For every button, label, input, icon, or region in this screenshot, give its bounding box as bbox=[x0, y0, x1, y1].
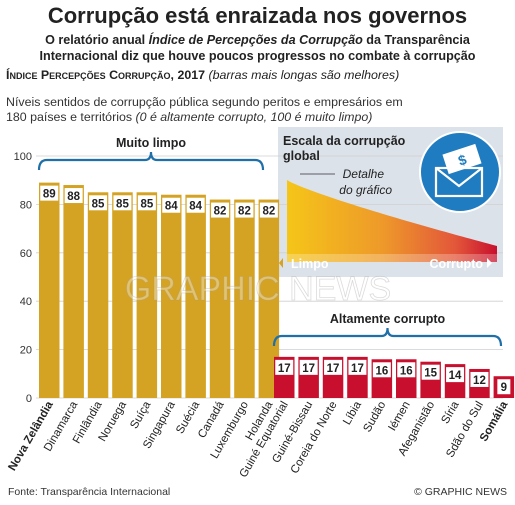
bar bbox=[185, 194, 206, 398]
subtitle-line-2: Internacional diz que houve poucos progr… bbox=[39, 49, 476, 63]
bar-label-box bbox=[211, 202, 230, 218]
bar-value-label: 85 bbox=[116, 198, 129, 210]
bar-label-box bbox=[446, 367, 465, 383]
inset-baseline bbox=[287, 254, 497, 262]
bar-value-label: 82 bbox=[238, 206, 251, 218]
bar-value-label: 17 bbox=[351, 363, 364, 375]
bar-label-box bbox=[275, 359, 294, 375]
copyright: © GRAPHIC NEWS bbox=[414, 486, 507, 498]
bar-value-label: 84 bbox=[165, 201, 178, 213]
category-label: Líbia bbox=[341, 399, 364, 427]
bar-value-label: 17 bbox=[302, 363, 315, 375]
bar-value-label: 15 bbox=[424, 368, 437, 380]
bar-label-box bbox=[421, 364, 440, 380]
bar-label-box bbox=[113, 195, 132, 211]
category-label: Síria bbox=[439, 399, 462, 426]
bar-label-box bbox=[64, 188, 83, 204]
inset-left-label: Limpo bbox=[291, 257, 329, 271]
bar-label-box bbox=[372, 362, 391, 378]
bar-value-label: 82 bbox=[214, 206, 227, 218]
bar bbox=[112, 192, 133, 398]
bar-value-label: 84 bbox=[189, 201, 202, 213]
inset-detail-line-1: Detalhe bbox=[343, 167, 385, 181]
bar-label-box bbox=[324, 359, 343, 375]
bar-value-label: 85 bbox=[140, 198, 153, 210]
bracket-label-bg bbox=[108, 133, 194, 151]
bar-value-label: 17 bbox=[278, 363, 291, 375]
bar-label-box bbox=[137, 195, 156, 211]
bar-label-box bbox=[299, 359, 318, 375]
y-tick-label: 100 bbox=[14, 151, 32, 163]
category-label: Suíça bbox=[128, 399, 153, 431]
bracket-label-bg bbox=[321, 309, 454, 327]
bar-label-box bbox=[497, 379, 511, 395]
bracket-label: Altamente corrupto bbox=[330, 312, 446, 326]
bar bbox=[234, 199, 255, 398]
bar-value-label: 85 bbox=[92, 198, 105, 210]
y-tick-label: 0 bbox=[26, 393, 32, 405]
inset-title-line-2: global bbox=[283, 149, 320, 163]
bar-label-box bbox=[470, 371, 489, 387]
bar bbox=[39, 182, 60, 398]
description-line-1: Níveis sentidos de corrupção pública seg… bbox=[6, 95, 403, 109]
index-heading: Índice Percepções Corrupção, 2017 (barra… bbox=[6, 68, 400, 82]
bar-value-label: 16 bbox=[375, 365, 388, 377]
y-tick-label: 20 bbox=[20, 345, 32, 357]
bar-value-label: 14 bbox=[449, 370, 462, 382]
bar-label-box bbox=[40, 185, 59, 201]
y-tick-label: 40 bbox=[20, 296, 32, 308]
bracket-label: Muito limpo bbox=[116, 136, 186, 150]
bar-label-box bbox=[397, 362, 416, 378]
inset-right-label: Corrupto bbox=[430, 257, 484, 271]
bar bbox=[136, 192, 158, 398]
inset-detail-line-2: do gráfico bbox=[339, 183, 392, 197]
category-label: Iémen bbox=[386, 400, 412, 434]
y-tick-label: 60 bbox=[20, 248, 32, 260]
bracket bbox=[272, 327, 503, 347]
bar-value-label: 89 bbox=[43, 189, 56, 201]
right-arrow-icon bbox=[487, 258, 492, 268]
page-title: Corrupção está enraizada nos governos bbox=[47, 3, 468, 28]
bar-value-label: 16 bbox=[400, 365, 413, 377]
bar bbox=[87, 192, 109, 398]
bar-label-box bbox=[235, 202, 254, 218]
money-envelope-icon: $ bbox=[419, 131, 501, 213]
inset-distribution bbox=[287, 180, 497, 262]
description-line-2: 180 países e territórios (0 é altamente … bbox=[6, 110, 373, 124]
brackets: Muito limpo Altamente corrupto bbox=[37, 133, 503, 347]
subtitle-line-1: O relatório anual Índice de Percepções d… bbox=[45, 33, 470, 47]
bar-label-box bbox=[89, 195, 108, 211]
bar bbox=[161, 194, 182, 398]
bar-label-box bbox=[162, 197, 181, 213]
bar-value-label: 88 bbox=[67, 191, 80, 203]
bar-label-box bbox=[259, 202, 278, 218]
bar-value-label: 17 bbox=[327, 363, 340, 375]
bar-label-box bbox=[348, 359, 367, 375]
bracket bbox=[37, 151, 265, 171]
y-axis: 0 20 40 60 80 100 bbox=[14, 151, 32, 405]
bar-label-box bbox=[186, 197, 205, 213]
category-label: Sudão bbox=[361, 400, 388, 435]
inset-title-line-1: Escala da corrupção bbox=[283, 134, 406, 148]
bar bbox=[258, 199, 280, 398]
bar bbox=[63, 185, 84, 398]
bar-value-label: 82 bbox=[262, 206, 275, 218]
left-arrow-icon bbox=[279, 258, 283, 268]
y-tick-label: 80 bbox=[20, 199, 32, 211]
source-note: Fonte: Transparência Internacional bbox=[8, 486, 171, 498]
watermark: GRAPHIC NEWS bbox=[125, 270, 391, 308]
bar bbox=[209, 199, 231, 398]
bar-value-labels: 89 88 85 85 85 84 84 82 82 82 17 17 17 17 16 16 15 14 12 9 bbox=[40, 185, 511, 395]
bar-value-label: 9 bbox=[501, 382, 507, 394]
bar-value-label: 12 bbox=[473, 375, 486, 387]
